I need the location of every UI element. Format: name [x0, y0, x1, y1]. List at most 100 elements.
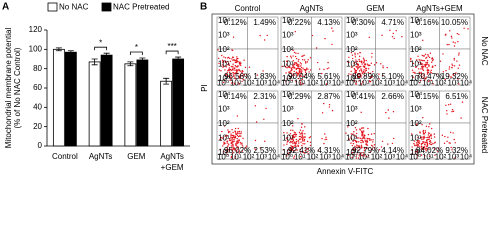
- axis-tick-label: 10⁰: [217, 78, 229, 87]
- event-dot: [230, 136, 232, 138]
- event-dot: [416, 152, 419, 154]
- event-dot: [325, 83, 328, 85]
- event-dot: [360, 111, 362, 114]
- event-dot: [427, 55, 430, 57]
- event-dot: [301, 137, 304, 139]
- event-dot: [286, 139, 289, 141]
- event-dot: [291, 79, 293, 81]
- event-dot: [263, 118, 265, 120]
- event-dot: [350, 51, 353, 54]
- event-dot: [434, 64, 436, 67]
- event-dot: [303, 68, 305, 71]
- event-dot: [430, 133, 432, 135]
- quadrant-label: 0.16%: [416, 18, 439, 27]
- event-dot: [237, 131, 239, 133]
- event-dot: [300, 73, 303, 75]
- event-dot: [293, 51, 296, 54]
- figure: A B No NAC NAC Pretreated Mitochondrial me…: [2, 2, 489, 176]
- dot-cluster: [219, 125, 248, 159]
- event-dot: [219, 148, 222, 151]
- event-dot: [297, 60, 300, 62]
- event-dot: [426, 73, 429, 75]
- event-dot: [237, 141, 240, 144]
- event-dot: [240, 64, 242, 67]
- event-dot: [303, 139, 305, 142]
- event-dot: [289, 137, 292, 139]
- dot-cluster: [282, 123, 312, 159]
- event-dot: [365, 59, 367, 62]
- event-dot: [235, 132, 237, 134]
- event-dot: [233, 67, 236, 69]
- event-dot: [420, 68, 422, 70]
- event-dot: [299, 135, 302, 138]
- event-dot: [413, 140, 416, 142]
- event-dot: [418, 68, 420, 70]
- event-dot: [233, 58, 235, 61]
- event-dot: [424, 78, 427, 80]
- axis-tick-label: 10⁴: [410, 16, 423, 25]
- event-dot: [371, 56, 373, 58]
- event-dot: [233, 138, 235, 141]
- event-dot: [422, 77, 425, 79]
- event-dot: [360, 144, 363, 147]
- event-dot: [226, 151, 228, 153]
- event-dot: [231, 141, 233, 144]
- significance-bracket: [165, 50, 179, 55]
- event-dot: [318, 68, 321, 70]
- event-dot: [355, 83, 357, 85]
- event-dot: [227, 129, 229, 131]
- event-dot: [429, 134, 432, 137]
- event-dot: [236, 151, 238, 153]
- event-dot: [302, 59, 304, 61]
- event-dot: [363, 61, 365, 64]
- event-dot: [369, 139, 371, 141]
- event-dot: [240, 131, 242, 133]
- event-dot: [363, 149, 366, 152]
- event-dot: [299, 133, 301, 135]
- event-dot: [363, 147, 366, 150]
- event-dot: [236, 60, 238, 62]
- axis-tick-label: 10²: [346, 45, 358, 54]
- event-dot: [292, 55, 294, 57]
- event-dot: [363, 69, 365, 71]
- event-dot: [422, 116, 424, 119]
- event-dot: [350, 73, 352, 76]
- event-dot: [367, 71, 369, 74]
- event-dot: [290, 129, 292, 131]
- event-dot: [424, 63, 427, 66]
- event-dot: [224, 142, 226, 144]
- event-dot: [236, 115, 239, 117]
- event-dot: [412, 76, 414, 78]
- event-dot: [244, 147, 247, 149]
- dot-cluster: [311, 27, 334, 49]
- event-dot: [305, 69, 308, 71]
- event-dot: [356, 68, 359, 70]
- event-dot: [426, 67, 428, 69]
- event-dot: [388, 117, 390, 119]
- event-dot: [220, 70, 222, 72]
- event-dot: [416, 143, 419, 145]
- event-dot: [328, 106, 331, 108]
- event-dot: [345, 132, 347, 134]
- dot-cluster: [385, 109, 395, 119]
- event-dot: [426, 61, 429, 64]
- event-dot: [294, 30, 296, 33]
- axis-tick-label: 10⁴: [346, 90, 359, 99]
- event-dot: [354, 77, 357, 79]
- event-dot: [226, 57, 229, 59]
- event-dot: [418, 59, 420, 61]
- dot-cluster: [378, 137, 395, 151]
- event-dot: [256, 74, 259, 76]
- event-dot: [331, 43, 333, 46]
- event-dot: [291, 66, 294, 69]
- significance-label: *: [99, 38, 102, 47]
- event-dot: [420, 79, 422, 81]
- event-dot: [238, 139, 240, 141]
- event-dot: [294, 132, 297, 134]
- event-dot: [299, 83, 302, 85]
- event-dot: [461, 101, 464, 103]
- event-dot: [357, 53, 359, 55]
- event-dot: [231, 152, 234, 155]
- event-dot: [422, 59, 424, 62]
- event-dot: [422, 147, 424, 149]
